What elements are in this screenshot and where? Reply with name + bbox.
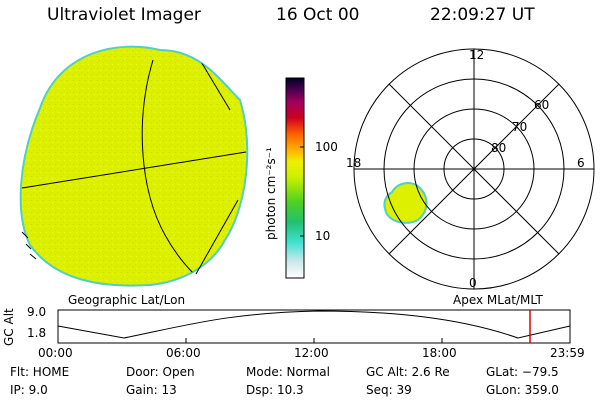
altitude-curve (57, 310, 571, 339)
info-door: Door: Open (126, 365, 195, 379)
mlt-label-6: 6 (577, 156, 585, 170)
mlt-label-12: 12 (469, 48, 485, 62)
polar-plot (353, 48, 595, 290)
app-title: Ultraviolet Imager (47, 5, 201, 25)
timeline-plot (57, 309, 571, 344)
meridian-line (199, 59, 231, 111)
timeline-y-bottom: 1.8 (27, 326, 47, 340)
time-tick-2: 12:00 (294, 346, 329, 360)
mlt-label-18: 18 (346, 156, 362, 170)
info-gain: Gain: 13 (126, 383, 177, 397)
time-tick-0: 00:00 (38, 346, 73, 360)
observation-date: 16 Oct 00 (276, 5, 360, 25)
info-gcalt: GC Alt: 2.6 Re (366, 365, 450, 379)
polar-caption: Apex MLat/MLT (453, 293, 543, 307)
info-flt: Flt: HOME (10, 365, 70, 379)
info-glat: GLat: −79.5 (486, 365, 559, 379)
geographic-caption: Geographic Lat/Lon (68, 293, 186, 307)
lat-label-60: 60 (534, 98, 550, 112)
time-tick-4: 23:59 (550, 346, 585, 360)
colorbar-tick-10: 10 (315, 229, 331, 243)
longitude-line (141, 59, 206, 286)
timeline-y-top: 9.0 (27, 305, 47, 319)
colorbar-unit-label: photon cm⁻²s⁻¹ (264, 147, 278, 240)
lat-label-70: 70 (512, 120, 528, 134)
earth-disk (19, 45, 249, 287)
colorbar-tick-100: 100 (315, 140, 338, 154)
info-glon: GLon: 359.0 (486, 383, 559, 397)
lat-label-80: 80 (491, 141, 507, 155)
limb-ticks (21, 231, 37, 260)
info-seq: Seq: 39 (366, 383, 412, 397)
timeline-ylabel: GC Alt (2, 308, 16, 346)
info-dsp: Dsp: 10.3 (246, 383, 304, 397)
latitude-line (21, 151, 247, 189)
time-tick-1: 06:00 (166, 346, 201, 360)
mlt-label-0: 0 (469, 276, 477, 290)
info-mode: Mode: Normal (246, 365, 330, 379)
geographic-image (19, 45, 249, 287)
info-ip: IP: 9.0 (10, 383, 48, 397)
time-tick-3: 18:00 (422, 346, 457, 360)
observation-time: 22:09:27 UT (430, 5, 535, 25)
colorbar (285, 77, 305, 279)
